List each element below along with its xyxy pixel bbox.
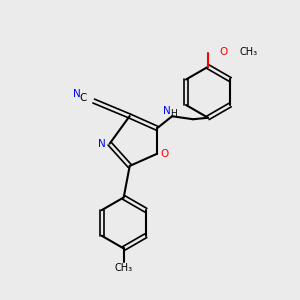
Text: N: N	[98, 139, 106, 149]
Text: N: N	[163, 106, 171, 116]
Text: C: C	[80, 93, 87, 103]
Text: O: O	[219, 47, 227, 57]
Text: CH₃: CH₃	[115, 263, 133, 273]
Text: CH₃: CH₃	[240, 47, 258, 57]
Text: N: N	[73, 89, 80, 100]
Text: H: H	[170, 109, 177, 118]
Text: O: O	[161, 149, 169, 159]
